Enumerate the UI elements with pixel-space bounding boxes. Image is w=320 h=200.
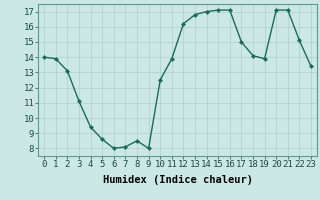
X-axis label: Humidex (Indice chaleur): Humidex (Indice chaleur) xyxy=(103,175,252,185)
